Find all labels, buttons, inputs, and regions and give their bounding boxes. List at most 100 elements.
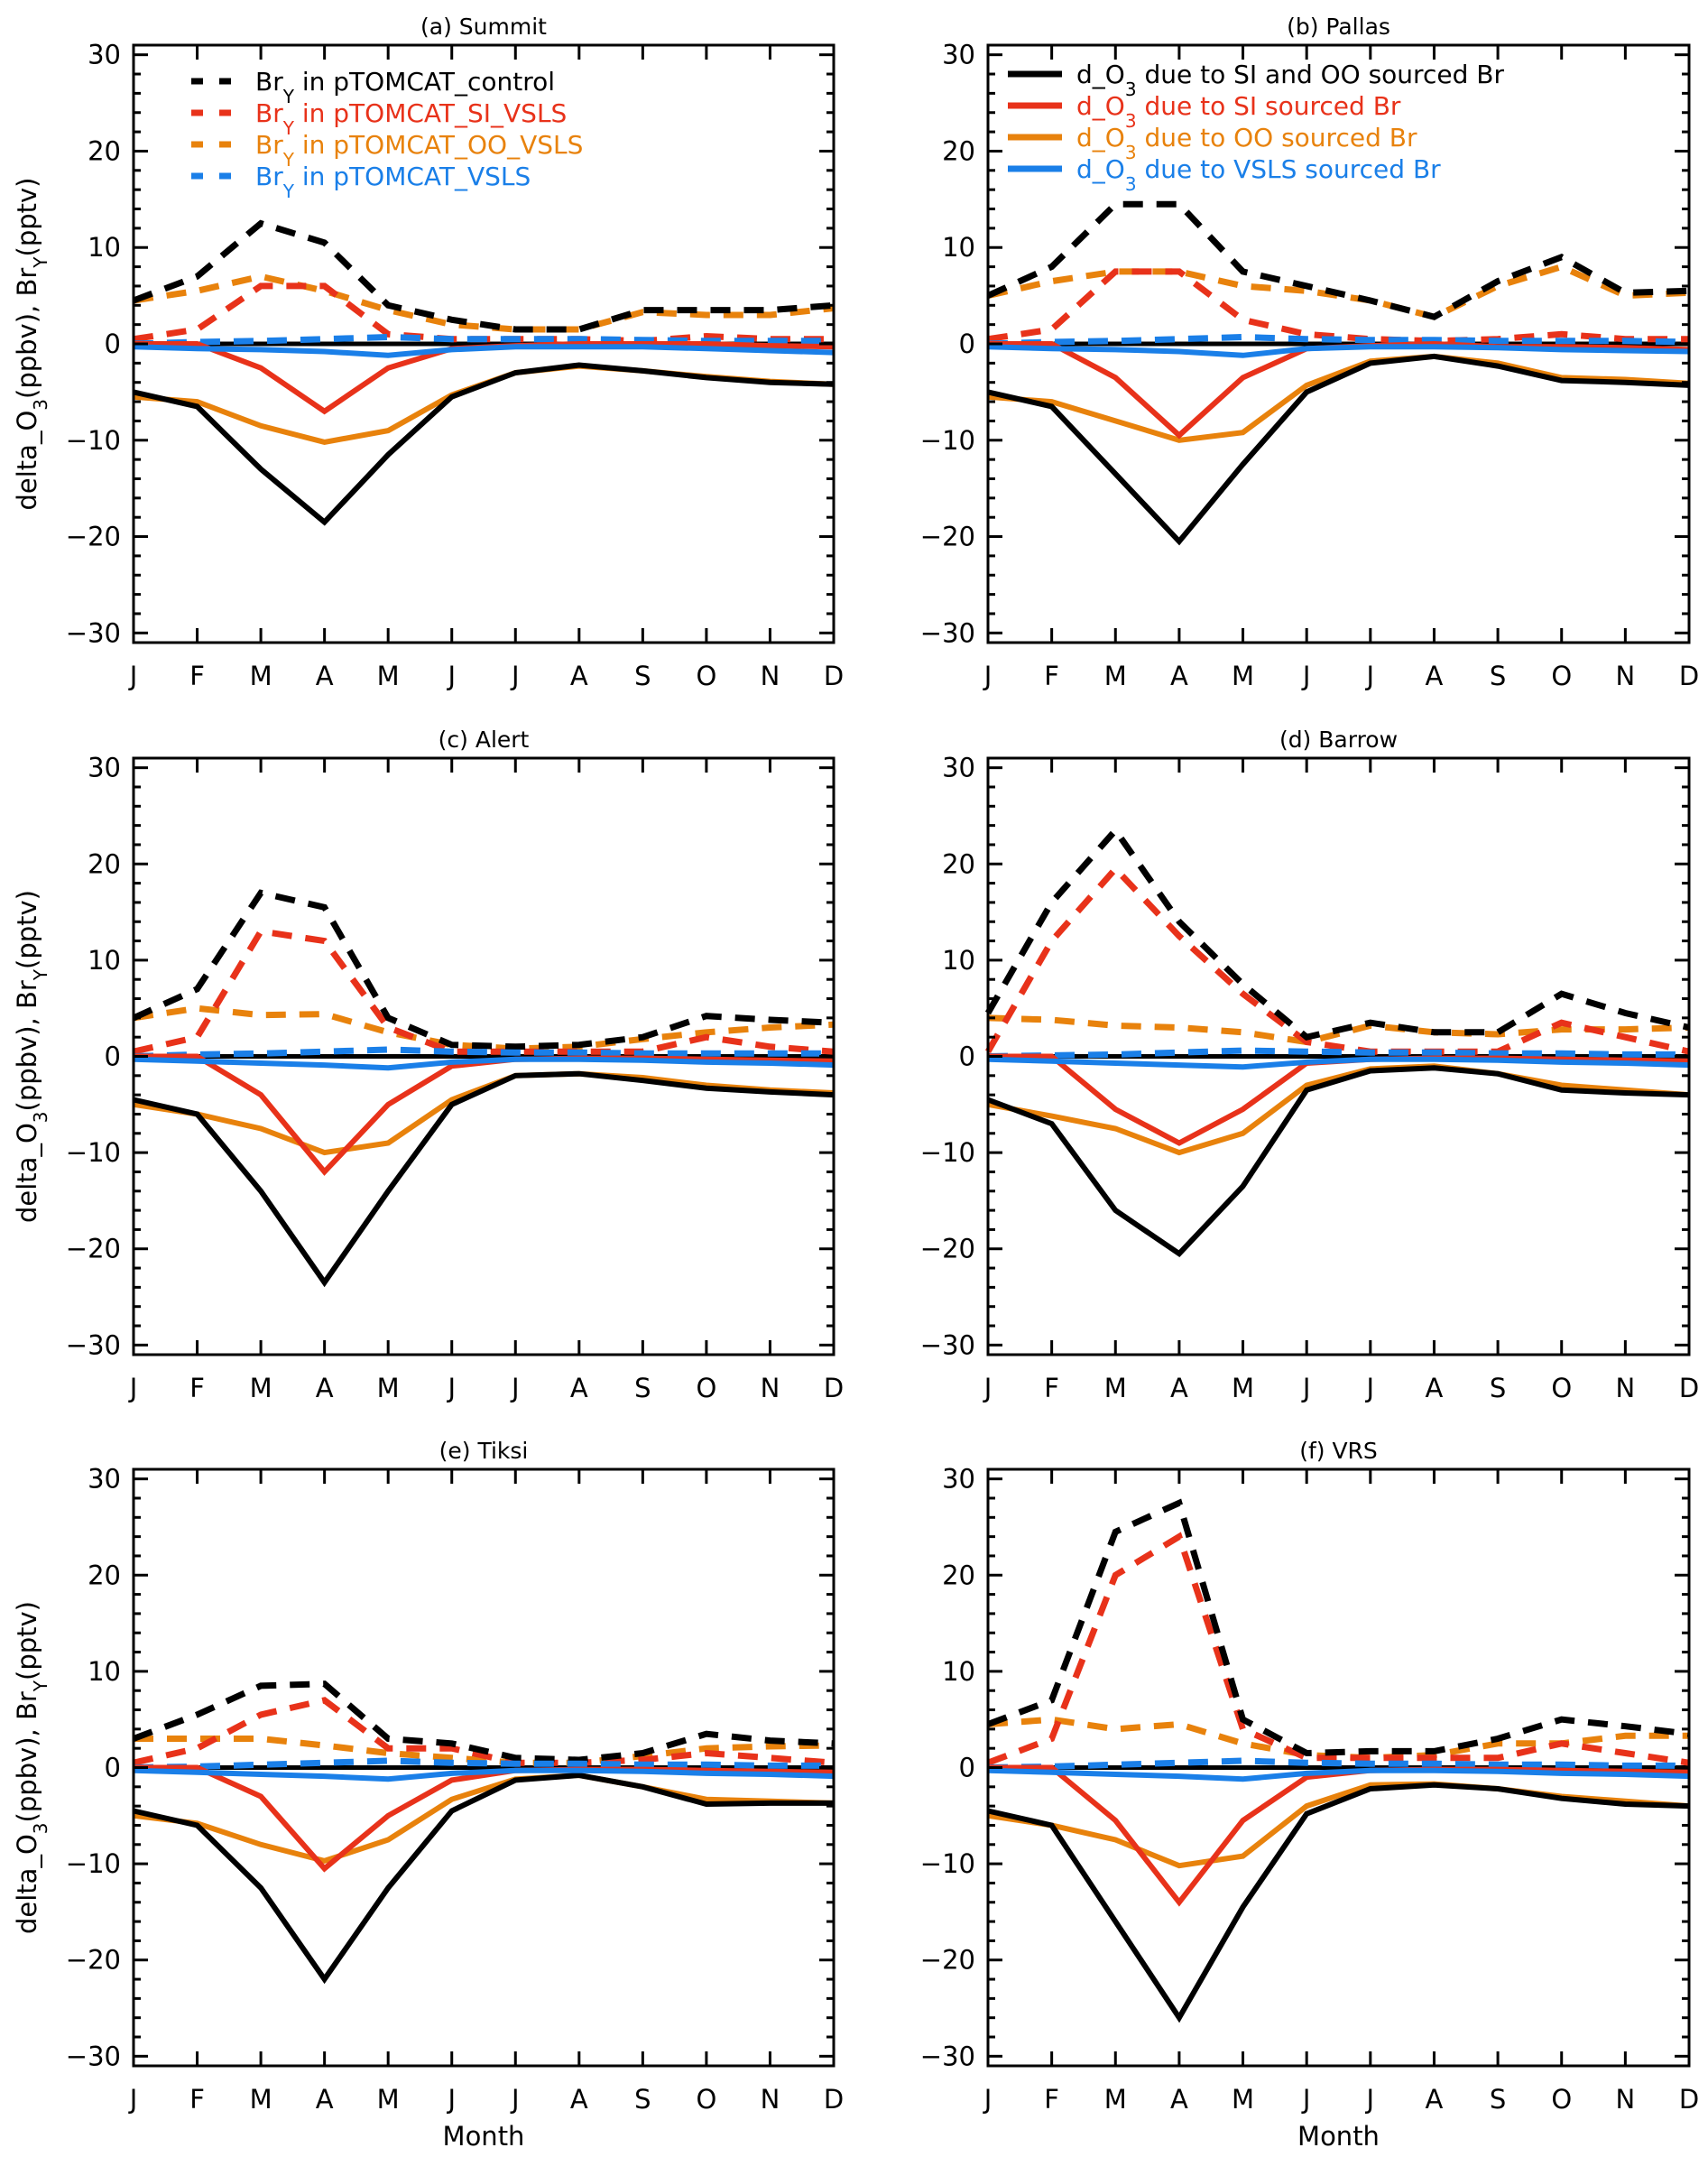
series-solid-oo xyxy=(987,1063,1690,1156)
x-tick-label: O xyxy=(1551,661,1572,691)
y-tick-label: −10 xyxy=(920,1848,975,1879)
legend-solid: d_O3 due to SI and OO sourced Brd_O3 due… xyxy=(1008,60,1504,195)
x-tick-label: S xyxy=(634,1373,651,1403)
y-tick-label: −10 xyxy=(920,1137,975,1168)
series-dashed-si xyxy=(987,268,1689,345)
series-dashed-oo xyxy=(133,1004,835,1052)
x-tick-label: J xyxy=(983,661,992,691)
x-tick-label: J xyxy=(1301,661,1311,691)
y-tick-label: 0 xyxy=(105,1041,121,1072)
x-tick-label: M xyxy=(1104,2084,1127,2115)
y-tick-label: −10 xyxy=(66,425,121,456)
series-solid-oo xyxy=(133,1772,835,1865)
x-tick-label: S xyxy=(634,2084,651,2115)
series-dashed-si xyxy=(133,928,835,1055)
panel-6: (f) VRS 30 20 10 0 −10 −20 −30 J F M A M J J A S O N D Month xyxy=(920,1438,1699,2152)
x-tick-label: J xyxy=(983,2084,992,2115)
x-tick-label: D xyxy=(824,1373,844,1403)
x-tick-label: J xyxy=(510,1373,520,1403)
x-tick-label: A xyxy=(1170,1373,1188,1403)
series-solid-oo xyxy=(133,1070,835,1156)
x-tick-label: F xyxy=(189,661,205,691)
legend-entry-vsls: BrY in pTOMCAT_VSLS xyxy=(255,162,531,202)
legend-entry-control: BrY in pTOMCAT_control xyxy=(255,67,555,107)
x-axis-label: Month xyxy=(1297,2121,1380,2152)
x-tick-label: N xyxy=(761,2084,780,2115)
x-tick-label: M xyxy=(1232,1373,1254,1403)
panel-title: (c) Alert xyxy=(439,727,530,753)
x-tick-label: F xyxy=(1044,2084,1059,2115)
y-tick-label: 30 xyxy=(942,753,975,783)
y-tick-label: 30 xyxy=(942,1464,975,1495)
series-solid-vsls xyxy=(987,1056,1690,1070)
x-tick-label: J xyxy=(128,2084,138,2115)
x-tick-label: F xyxy=(1044,661,1059,691)
x-tick-label: S xyxy=(1490,661,1506,691)
series-dashed-control xyxy=(132,219,835,333)
series-solid-control xyxy=(133,1070,835,1288)
x-tick-label: A xyxy=(1170,2084,1188,2115)
x-tick-label: F xyxy=(189,2084,205,2115)
series-dashed-oo xyxy=(987,1014,1690,1046)
y-tick-label: −30 xyxy=(920,617,975,648)
series-solid-vsls xyxy=(987,344,1690,358)
y-tick-label: −20 xyxy=(66,1234,121,1264)
series-solid-si xyxy=(988,340,1690,440)
x-tick-label: J xyxy=(983,1373,992,1403)
series-dashed-control xyxy=(986,200,1690,320)
x-tick-label: N xyxy=(1616,2084,1636,2115)
y-tick-label: 20 xyxy=(88,1560,121,1590)
x-tick-label: J xyxy=(1365,2084,1375,2115)
series-solid-oo xyxy=(987,353,1690,443)
x-tick-label: N xyxy=(1616,661,1636,691)
y-tick-label: 20 xyxy=(88,135,121,166)
x-tick-label: A xyxy=(570,661,588,691)
y-tick-label: 30 xyxy=(88,753,121,783)
y-tick-label: −30 xyxy=(66,2041,121,2071)
y-tick-label: −20 xyxy=(920,522,975,552)
y-tick-label: 0 xyxy=(959,329,975,359)
x-tick-label: S xyxy=(1490,2084,1506,2115)
series-dashed-oo xyxy=(987,1716,1689,1762)
x-tick-label: A xyxy=(1426,2084,1444,2115)
x-tick-label: F xyxy=(1044,1373,1059,1403)
series-dashed-vsls xyxy=(133,333,834,347)
series-solid-control xyxy=(133,362,835,526)
y-tick-label: −10 xyxy=(66,1137,121,1168)
y-tick-label: −20 xyxy=(920,1945,975,1976)
x-tick-label: J xyxy=(446,1373,456,1403)
y-tick-label: 10 xyxy=(942,232,975,263)
panel-2: (b) Pallas 30 20 10 0 −10 −20 −30 J F M A M J J A S O N Dd_… xyxy=(920,14,1699,691)
series-solid-si xyxy=(988,1053,1690,1146)
y-tick-label: −20 xyxy=(66,522,121,552)
x-tick-label: A xyxy=(1426,1373,1444,1403)
series-dashed-si xyxy=(984,864,1690,1055)
legend-entry-oo: d_O3 due to OO sourced Br xyxy=(1076,123,1417,163)
x-tick-label: A xyxy=(570,1373,588,1403)
series-dashed-si xyxy=(986,1532,1690,1766)
panel-4: (d) Barrow 30 20 10 0 −10 −20 −30 J F M A M J J A S O N D xyxy=(920,727,1699,1403)
x-tick-label: S xyxy=(634,661,651,691)
x-tick-label: A xyxy=(570,2084,588,2115)
series-dashed-vsls xyxy=(987,1047,1689,1060)
x-tick-label: D xyxy=(1679,661,1699,691)
y-tick-label: 30 xyxy=(942,40,975,70)
y-tick-label: 20 xyxy=(88,848,121,879)
legend-entry-si: d_O3 due to SI sourced Br xyxy=(1076,91,1401,132)
x-tick-label: F xyxy=(189,1373,205,1403)
y-tick-label: −30 xyxy=(920,2041,975,2071)
x-tick-label: O xyxy=(696,661,716,691)
x-tick-label: N xyxy=(1616,1373,1636,1403)
x-tick-label: M xyxy=(250,1373,272,1403)
y-tick-label: −30 xyxy=(66,1329,121,1360)
x-tick-label: O xyxy=(696,2084,716,2115)
series-dashed-vsls xyxy=(133,1757,834,1771)
y-axis-label: delta_O3(ppbv), BrY(pptv) xyxy=(12,890,51,1223)
panel-title: (e) Tiksi xyxy=(439,1438,529,1464)
series-solid-vsls xyxy=(133,1767,835,1782)
y-tick-label: 0 xyxy=(105,329,121,359)
series-solid-control xyxy=(987,353,1690,546)
